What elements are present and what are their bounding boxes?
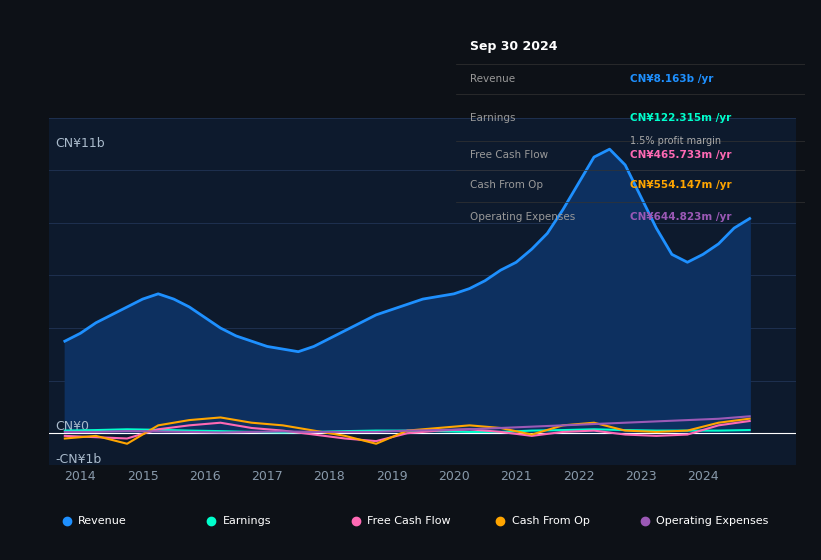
Text: -CN¥1b: -CN¥1b — [56, 453, 102, 466]
Text: Free Cash Flow: Free Cash Flow — [470, 151, 548, 161]
Text: CN¥644.823m /yr: CN¥644.823m /yr — [631, 212, 732, 222]
Text: Cash From Op: Cash From Op — [511, 516, 589, 526]
Text: Sep 30 2024: Sep 30 2024 — [470, 40, 557, 53]
Text: Operating Expenses: Operating Expenses — [470, 212, 575, 222]
Text: CN¥465.733m /yr: CN¥465.733m /yr — [631, 151, 732, 161]
Text: Revenue: Revenue — [78, 516, 127, 526]
Text: Cash From Op: Cash From Op — [470, 180, 543, 190]
Text: Earnings: Earnings — [470, 114, 515, 124]
Text: CN¥11b: CN¥11b — [56, 137, 105, 151]
Text: Revenue: Revenue — [470, 74, 515, 84]
Text: CN¥8.163b /yr: CN¥8.163b /yr — [631, 74, 713, 84]
Text: CN¥554.147m /yr: CN¥554.147m /yr — [631, 180, 732, 190]
Text: Operating Expenses: Operating Expenses — [656, 516, 768, 526]
Text: Free Cash Flow: Free Cash Flow — [367, 516, 451, 526]
Text: CN¥0: CN¥0 — [56, 420, 89, 433]
Text: CN¥122.315m /yr: CN¥122.315m /yr — [631, 114, 732, 124]
Text: 1.5% profit margin: 1.5% profit margin — [631, 136, 721, 146]
Text: Earnings: Earnings — [222, 516, 271, 526]
